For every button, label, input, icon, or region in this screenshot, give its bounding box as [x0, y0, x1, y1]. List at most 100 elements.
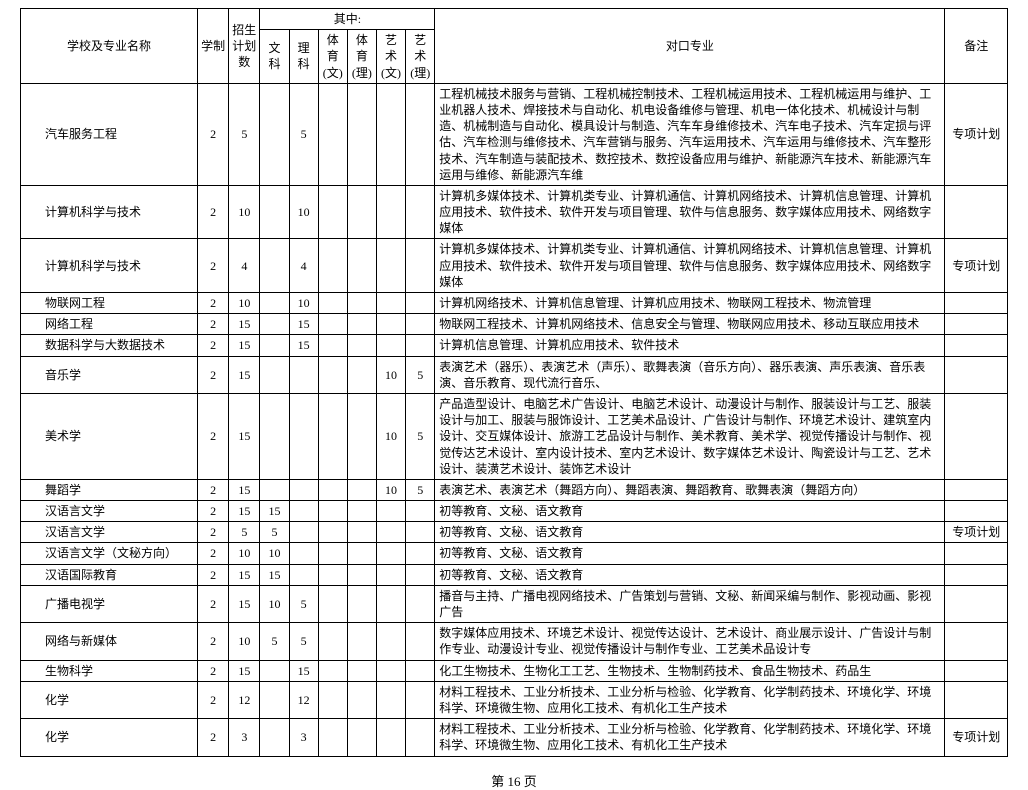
cell-lk: 4 [289, 239, 318, 293]
cell-tl [347, 623, 376, 660]
cell-tw [318, 185, 347, 239]
cell-remark [945, 356, 1008, 393]
cell-tw [318, 335, 347, 356]
cell-plan: 15 [229, 356, 260, 393]
cell-dur: 2 [197, 239, 228, 293]
col-wenke: 文科 [260, 30, 289, 84]
cell-desc: 计算机多媒体技术、计算机类专业、计算机通信、计算机网络技术、计算机信息管理、计算… [435, 239, 945, 293]
cell-desc: 材料工程技术、工业分析技术、工业分析与检验、化学教育、化学制药技术、环境化学、环… [435, 719, 945, 756]
cell-plan: 12 [229, 681, 260, 718]
cell-tw [318, 522, 347, 543]
cell-dur: 2 [197, 293, 228, 314]
cell-tw [318, 564, 347, 585]
cell-wk [260, 719, 289, 756]
cell-remark [945, 585, 1008, 622]
cell-lk: 15 [289, 335, 318, 356]
cell-desc: 物联网工程技术、计算机网络技术、信息安全与管理、物联网应用技术、移动互联应用技术 [435, 314, 945, 335]
cell-name: 汉语言文学 [21, 501, 198, 522]
cell-wk [260, 185, 289, 239]
cell-plan: 15 [229, 564, 260, 585]
cell-dur: 2 [197, 660, 228, 681]
cell-plan: 3 [229, 719, 260, 756]
cell-name: 网络工程 [21, 314, 198, 335]
cell-tw [318, 719, 347, 756]
col-like: 理科 [289, 30, 318, 84]
cell-desc: 表演艺术（器乐）、表演艺术（声乐）、歌舞表演（音乐方向）、器乐表演、声乐表演、音… [435, 356, 945, 393]
cell-wk: 15 [260, 564, 289, 585]
cell-lk: 15 [289, 660, 318, 681]
cell-dur: 2 [197, 522, 228, 543]
cell-name: 汉语言文学 [21, 522, 198, 543]
cell-lk [289, 393, 318, 479]
table-row: 舞蹈学215105表演艺术、表演艺术（舞蹈方向）、舞蹈表演、舞蹈教育、歌舞表演（… [21, 479, 1008, 500]
cell-yw [376, 185, 405, 239]
cell-desc: 初等教育、文秘、语文教育 [435, 543, 945, 564]
cell-tl [347, 719, 376, 756]
cell-yw [376, 719, 405, 756]
cell-yw [376, 293, 405, 314]
cell-yl: 5 [406, 393, 435, 479]
cell-yl [406, 185, 435, 239]
cell-tl [347, 314, 376, 335]
cell-dur: 2 [197, 314, 228, 335]
cell-desc: 播音与主持、广播电视网络技术、广告策划与营销、文秘、新闻采编与制作、影视动画、影… [435, 585, 945, 622]
cell-remark: 专项计划 [945, 719, 1008, 756]
cell-tl [347, 393, 376, 479]
table-row: 数据科学与大数据技术21515计算机信息管理、计算机应用技术、软件技术 [21, 335, 1008, 356]
cell-yw [376, 501, 405, 522]
cell-name: 汉语国际教育 [21, 564, 198, 585]
cell-yw [376, 239, 405, 293]
cell-plan: 10 [229, 623, 260, 660]
cell-name: 物联网工程 [21, 293, 198, 314]
cell-plan: 10 [229, 543, 260, 564]
table-row: 网络与新媒体21055数字媒体应用技术、环境艺术设计、视觉传达设计、艺术设计、商… [21, 623, 1008, 660]
cell-desc: 产品造型设计、电脑艺术广告设计、电脑艺术设计、动漫设计与制作、服装设计与工艺、服… [435, 393, 945, 479]
table-row: 广播电视学215105播音与主持、广播电视网络技术、广告策划与营销、文秘、新闻采… [21, 585, 1008, 622]
cell-yw: 10 [376, 356, 405, 393]
cell-name: 汽车服务工程 [21, 83, 198, 185]
cell-wk [260, 681, 289, 718]
cell-lk: 12 [289, 681, 318, 718]
cell-tl [347, 564, 376, 585]
cell-name: 计算机科学与技术 [21, 239, 198, 293]
col-yishu-wen: 艺术 (文) [376, 30, 405, 84]
cell-tw [318, 393, 347, 479]
cell-tw [318, 314, 347, 335]
cell-tl [347, 479, 376, 500]
cell-lk [289, 543, 318, 564]
cell-dur: 2 [197, 681, 228, 718]
cell-dur: 2 [197, 335, 228, 356]
cell-lk [289, 522, 318, 543]
cell-dur: 2 [197, 585, 228, 622]
cell-wk [260, 335, 289, 356]
cell-remark [945, 501, 1008, 522]
cell-lk: 10 [289, 185, 318, 239]
cell-desc: 计算机多媒体技术、计算机类专业、计算机通信、计算机网络技术、计算机信息管理、计算… [435, 185, 945, 239]
cell-tl [347, 293, 376, 314]
cell-name: 生物科学 [21, 660, 198, 681]
cell-desc: 初等教育、文秘、语文教育 [435, 501, 945, 522]
cell-dur: 2 [197, 479, 228, 500]
cell-dur: 2 [197, 83, 228, 185]
cell-plan: 5 [229, 522, 260, 543]
cell-lk: 5 [289, 585, 318, 622]
cell-yl [406, 335, 435, 356]
cell-yw [376, 585, 405, 622]
cell-remark [945, 335, 1008, 356]
table-row: 化学21212材料工程技术、工业分析技术、工业分析与检验、化学教育、化学制药技术… [21, 681, 1008, 718]
cell-tl [347, 239, 376, 293]
cell-lk: 10 [289, 293, 318, 314]
col-school-major: 学校及专业名称 [21, 9, 198, 84]
cell-remark: 专项计划 [945, 83, 1008, 185]
cell-plan: 15 [229, 335, 260, 356]
cell-tw [318, 479, 347, 500]
cell-yw [376, 564, 405, 585]
cell-tl [347, 356, 376, 393]
cell-wk [260, 660, 289, 681]
cell-desc: 化工生物技术、生物化工工艺、生物技术、生物制药技术、食品生物技术、药品生 [435, 660, 945, 681]
cell-plan: 5 [229, 83, 260, 185]
table-row: 计算机科学与技术244计算机多媒体技术、计算机类专业、计算机通信、计算机网络技术… [21, 239, 1008, 293]
cell-remark [945, 314, 1008, 335]
cell-remark [945, 660, 1008, 681]
cell-yw: 10 [376, 393, 405, 479]
